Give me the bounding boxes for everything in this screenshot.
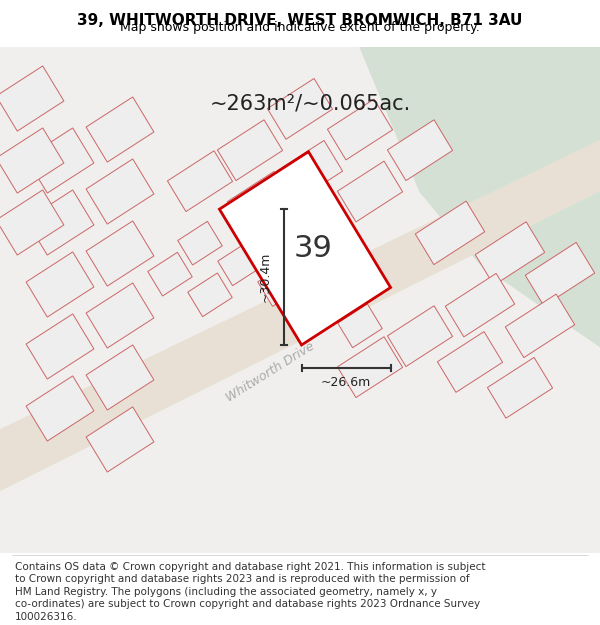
Polygon shape [86,221,154,286]
Text: co-ordinates) are subject to Crown copyright and database rights 2023 Ordnance S: co-ordinates) are subject to Crown copyr… [15,599,480,609]
Text: 39: 39 [293,234,332,263]
Text: HM Land Registry. The polygons (including the associated geometry, namely x, y: HM Land Registry. The polygons (includin… [15,587,437,597]
Polygon shape [337,161,403,222]
Polygon shape [26,190,94,255]
Polygon shape [188,273,232,317]
Polygon shape [525,242,595,306]
Polygon shape [227,171,293,232]
Polygon shape [86,407,154,472]
Polygon shape [0,140,600,491]
Polygon shape [475,222,545,285]
Text: ~30.4m: ~30.4m [259,252,272,302]
Polygon shape [86,97,154,162]
Text: Contains OS data © Crown copyright and database right 2021. This information is : Contains OS data © Crown copyright and d… [15,562,485,572]
Polygon shape [437,332,503,392]
Polygon shape [217,120,283,181]
Polygon shape [388,120,452,181]
Polygon shape [487,357,553,418]
Polygon shape [0,66,64,131]
Polygon shape [218,242,262,286]
Polygon shape [220,152,391,345]
Text: ~26.6m: ~26.6m [321,376,371,389]
Polygon shape [26,128,94,193]
Polygon shape [86,283,154,348]
Polygon shape [277,141,343,201]
Polygon shape [26,376,94,441]
Polygon shape [268,79,332,139]
Polygon shape [360,47,600,346]
Text: Map shows position and indicative extent of the property.: Map shows position and indicative extent… [120,21,480,34]
Polygon shape [415,201,485,264]
Polygon shape [328,99,392,160]
Polygon shape [445,273,515,337]
Text: 39, WHITWORTH DRIVE, WEST BROMWICH, B71 3AU: 39, WHITWORTH DRIVE, WEST BROMWICH, B71 … [77,13,523,28]
Polygon shape [258,262,302,306]
Polygon shape [167,151,233,212]
Polygon shape [505,294,575,358]
Text: ~263m²/~0.065ac.: ~263m²/~0.065ac. [209,94,410,114]
Polygon shape [26,252,94,317]
Text: 100026316.: 100026316. [15,612,77,622]
Polygon shape [0,190,64,255]
Polygon shape [337,337,403,398]
Polygon shape [148,253,192,296]
Text: to Crown copyright and database rights 2023 and is reproduced with the permissio: to Crown copyright and database rights 2… [15,574,470,584]
Polygon shape [26,314,94,379]
Polygon shape [338,304,382,348]
Polygon shape [0,128,64,193]
Polygon shape [86,345,154,410]
Text: Whitworth Drive: Whitworth Drive [223,340,317,405]
Polygon shape [178,221,222,265]
Polygon shape [298,283,342,327]
Polygon shape [86,159,154,224]
Polygon shape [388,306,452,366]
